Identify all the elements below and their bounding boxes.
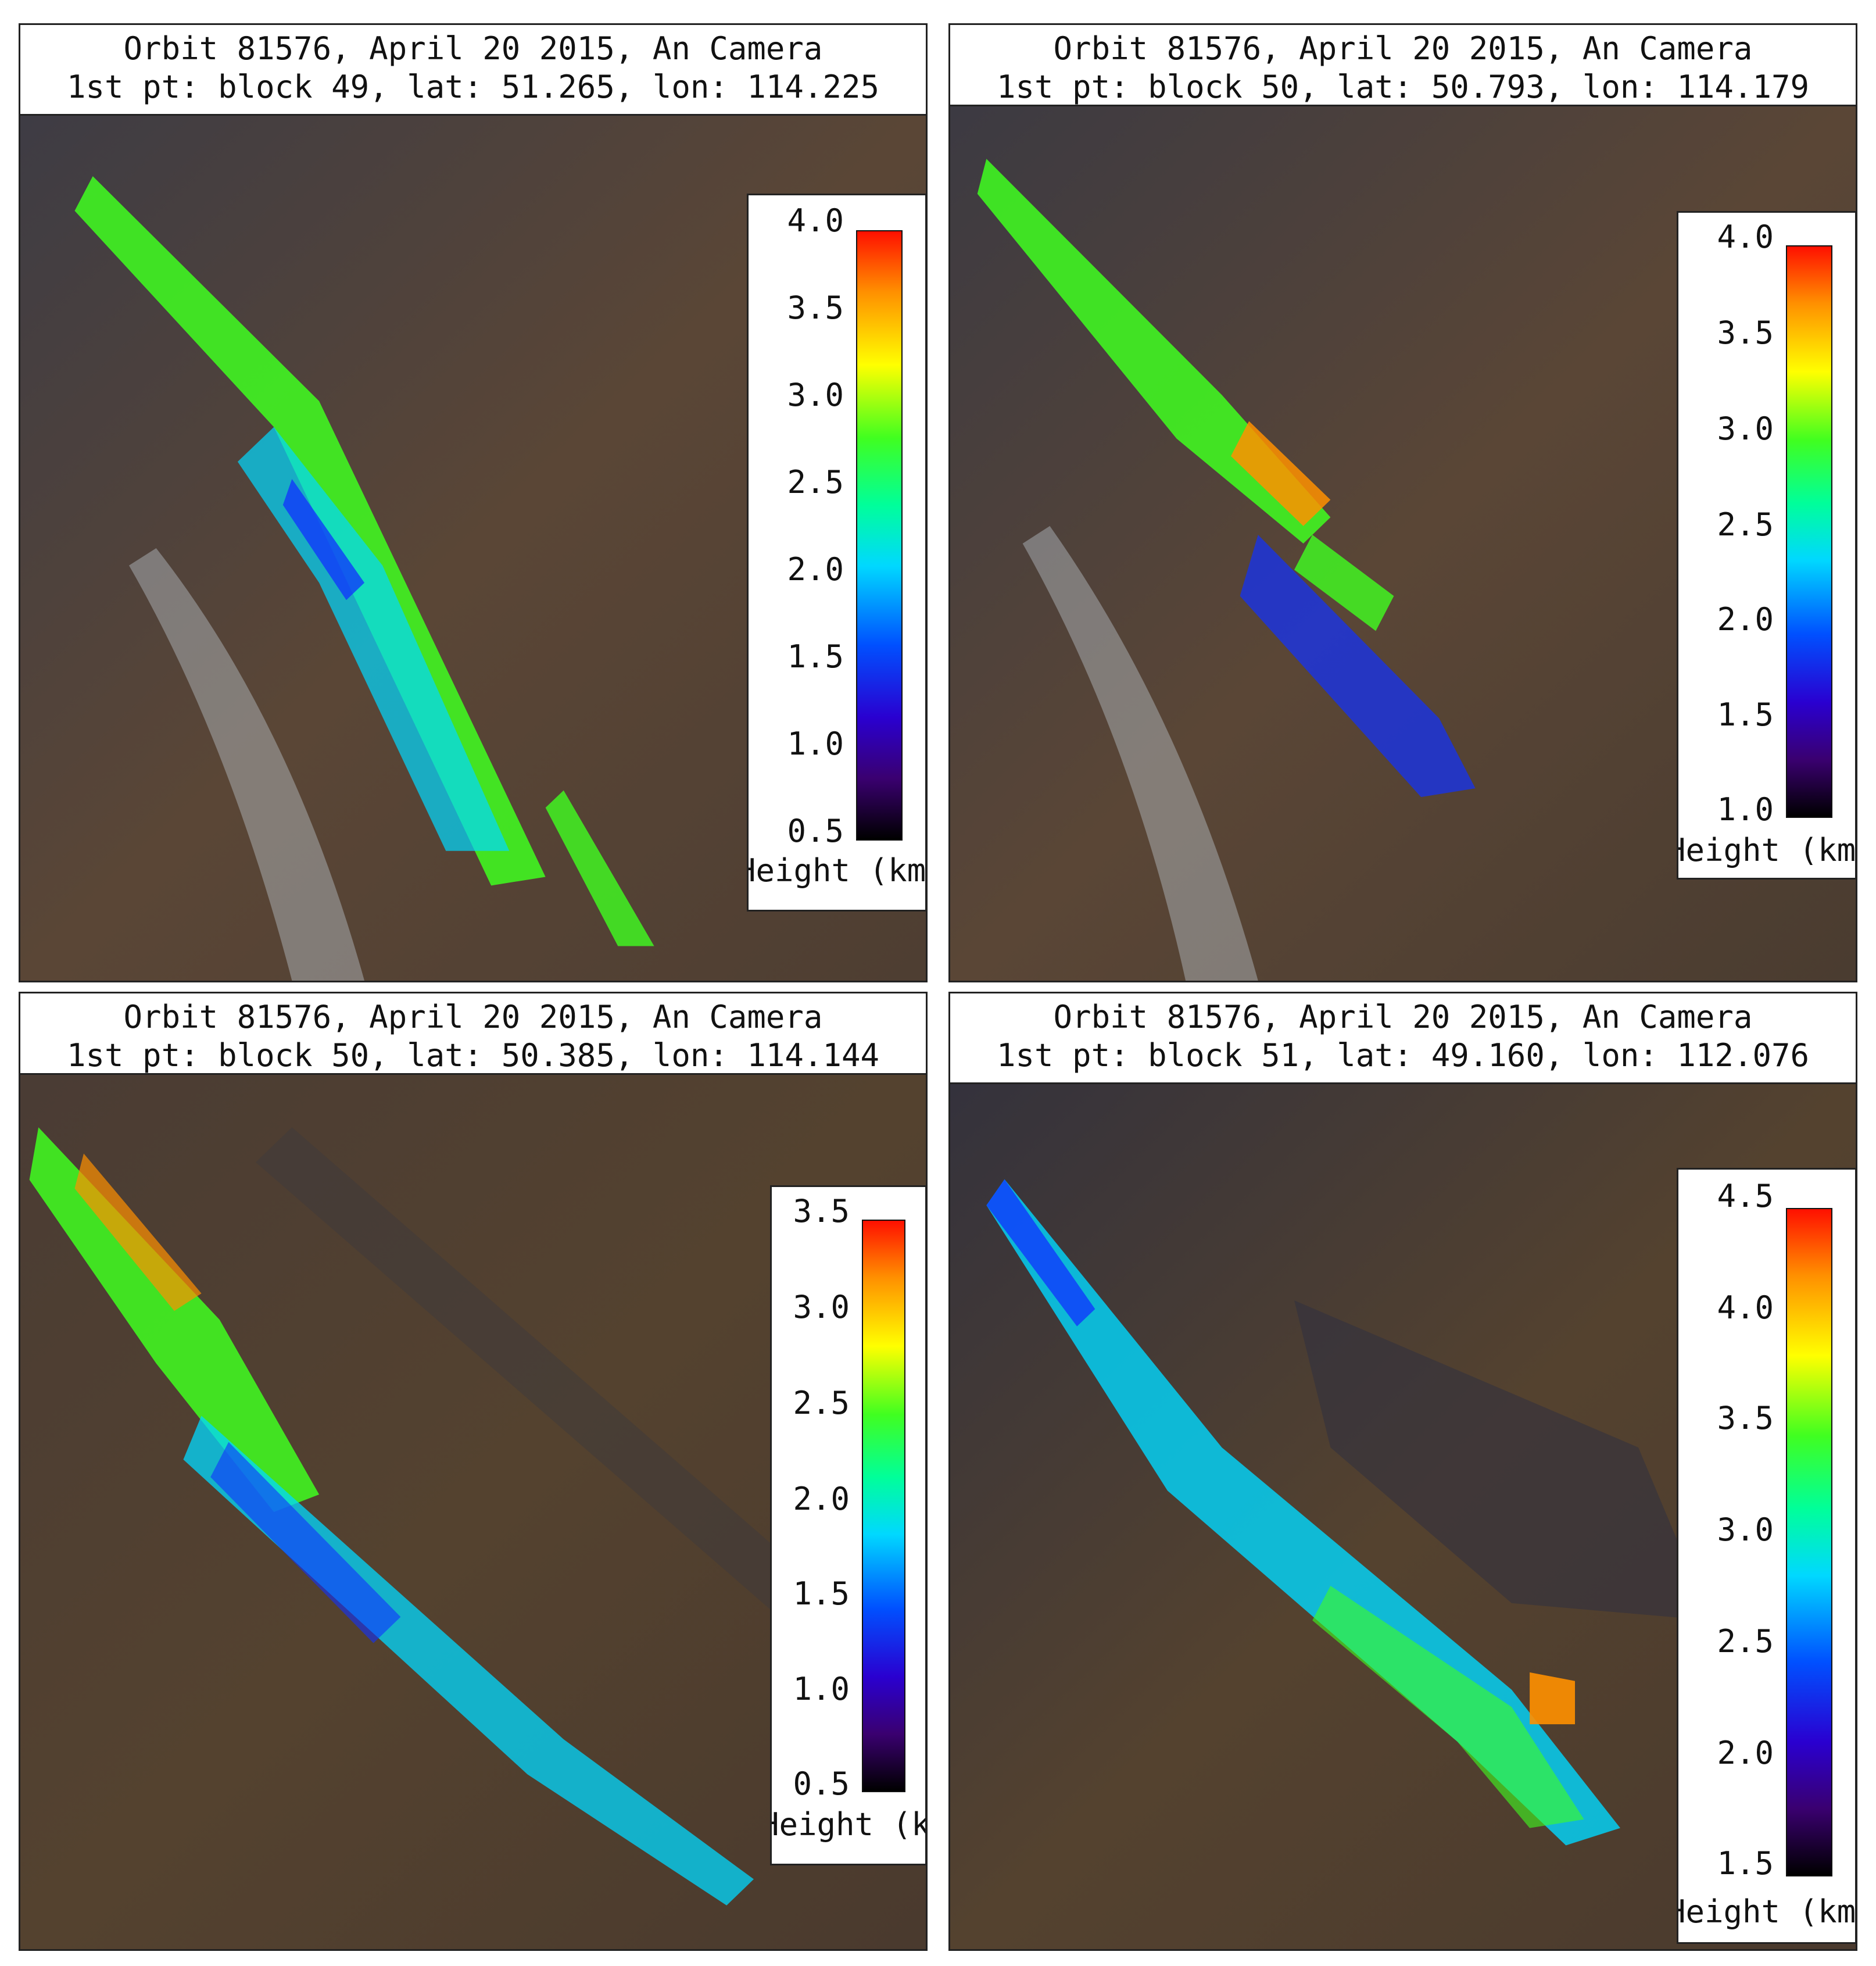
color-ramp <box>1786 245 1832 818</box>
tick-label: 1.0 <box>787 725 844 762</box>
colorbar-label: Height (km <box>1677 832 1856 868</box>
colorbar: 4.5 4.0 3.5 3.0 2.5 2.0 1.5 Height (km <box>1677 1168 1856 1944</box>
tick-label: 1.5 <box>787 638 844 675</box>
tick-label: 3.0 <box>793 1289 850 1325</box>
title-line-2: 1st pt: block 50, lat: 50.793, lon: 114.… <box>997 69 1809 105</box>
title-line-2: 1st pt: block 50, lat: 50.385, lon: 114.… <box>67 1037 879 1074</box>
title-line-1: Orbit 81576, April 20 2015, An Camera <box>1053 999 1753 1035</box>
panel-title: Orbit 81576, April 20 2015, An Camera 1s… <box>950 25 1856 106</box>
panel-title: Orbit 81576, April 20 2015, An Camera 1s… <box>20 25 926 116</box>
panel-top-left: Orbit 81576, April 20 2015, An Camera 1s… <box>19 23 928 982</box>
tick-label: 3.5 <box>1717 1400 1774 1436</box>
tick-label: 3.5 <box>787 289 844 326</box>
colorbar-label: Height (km <box>1677 1893 1856 1930</box>
colorbar-label: Height (km <box>770 1806 925 1843</box>
tick-label: 2.0 <box>787 551 844 588</box>
tick-label: 2.5 <box>1717 1623 1774 1660</box>
tick-label: 4.0 <box>787 202 844 239</box>
tick-label: 3.5 <box>1717 314 1774 351</box>
panel-top-right: Orbit 81576, April 20 2015, An Camera 1s… <box>948 23 1857 982</box>
color-ramp <box>856 230 903 841</box>
colorbar: 4.0 3.5 3.0 2.5 2.0 1.5 1.0 0.5 Height (… <box>747 194 926 911</box>
title-line-1: Orbit 81576, April 20 2015, An Camera <box>123 30 823 67</box>
tick-label: 2.5 <box>1717 506 1774 543</box>
tick-label: 3.0 <box>1717 410 1774 447</box>
title-line-1: Orbit 81576, April 20 2015, An Camera <box>1053 30 1753 67</box>
panel-title: Orbit 81576, April 20 2015, An Camera 1s… <box>950 993 1856 1084</box>
tick-label: 1.5 <box>1717 1845 1774 1882</box>
tick-label: 1.5 <box>793 1575 850 1612</box>
tick-label: 4.5 <box>1717 1178 1774 1214</box>
title-line-2: 1st pt: block 51, lat: 49.160, lon: 112.… <box>997 1037 1809 1074</box>
tick-label: 2.5 <box>793 1385 850 1421</box>
tick-label: 2.0 <box>793 1481 850 1517</box>
panel-bottom-left: Orbit 81576, April 20 2015, An Camera 1s… <box>19 992 928 1951</box>
tick-label: 1.5 <box>1717 696 1774 733</box>
tick-label: 3.0 <box>1717 1511 1774 1548</box>
tick-label: 1.0 <box>793 1671 850 1707</box>
tick-label: 3.5 <box>793 1193 850 1229</box>
colorbar: 3.5 3.0 2.5 2.0 1.5 1.0 0.5 Height (km <box>770 1185 926 1865</box>
color-ramp <box>862 1220 905 1792</box>
tick-label: 1.0 <box>1717 791 1774 828</box>
panel-bottom-right: Orbit 81576, April 20 2015, An Camera 1s… <box>948 992 1857 1951</box>
title-line-2: 1st pt: block 49, lat: 51.265, lon: 114.… <box>67 69 879 105</box>
colorbar: 4.0 3.5 3.0 2.5 2.0 1.5 1.0 Height (km <box>1677 211 1856 880</box>
tick-label: 4.0 <box>1717 1289 1774 1326</box>
tick-label: 0.5 <box>787 813 844 849</box>
tick-label: 2.0 <box>1717 601 1774 638</box>
colorbar-label: Height (km <box>747 852 926 889</box>
tick-label: 2.0 <box>1717 1735 1774 1771</box>
tick-label: 0.5 <box>793 1765 850 1802</box>
tick-label: 2.5 <box>787 464 844 501</box>
panel-title: Orbit 81576, April 20 2015, An Camera 1s… <box>20 993 926 1075</box>
color-ramp <box>1786 1208 1832 1876</box>
title-line-1: Orbit 81576, April 20 2015, An Camera <box>123 999 823 1035</box>
tick-label: 4.0 <box>1717 219 1774 255</box>
tick-label: 3.0 <box>787 377 844 413</box>
